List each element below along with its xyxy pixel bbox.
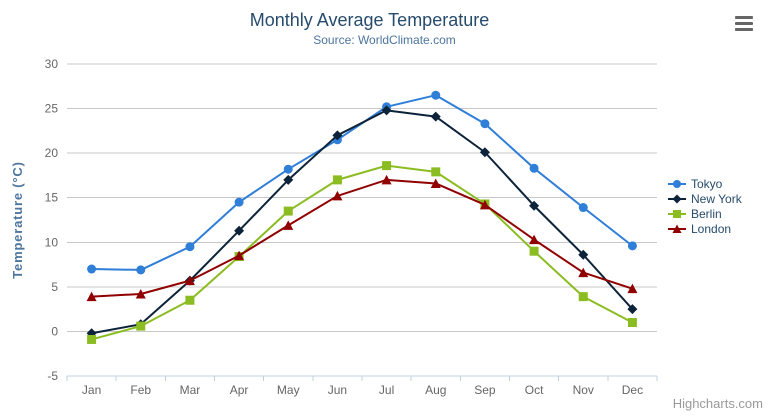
data-point-berlin[interactable] bbox=[185, 295, 195, 305]
y-axis-label: 0 bbox=[51, 324, 58, 338]
data-point-berlin[interactable] bbox=[431, 167, 441, 177]
chart-subtitle: Source: WorldClimate.com bbox=[313, 33, 456, 47]
legend-marker-diamond-icon bbox=[668, 194, 686, 203]
data-point-london[interactable] bbox=[86, 291, 97, 302]
data-point-london[interactable] bbox=[627, 283, 638, 294]
series-london bbox=[86, 174, 638, 302]
data-point-london[interactable] bbox=[430, 178, 441, 188]
chart-title: Monthly Average Temperature bbox=[249, 10, 490, 30]
data-point-berlin[interactable] bbox=[627, 318, 637, 328]
y-axis-label: 20 bbox=[45, 146, 59, 160]
y-axis-title: Temperature (°C) bbox=[10, 161, 25, 278]
legend-label: New York bbox=[691, 191, 742, 206]
legend-label: Berlin bbox=[691, 206, 722, 221]
y-axis-label: 5 bbox=[51, 280, 58, 294]
data-point-new-york[interactable] bbox=[430, 111, 441, 122]
series-line-berlin[interactable] bbox=[90, 164, 634, 341]
data-point-tokyo[interactable] bbox=[185, 242, 195, 252]
data-point-berlin[interactable] bbox=[87, 334, 97, 344]
hamburger-icon bbox=[735, 28, 753, 31]
data-point-new-york[interactable] bbox=[332, 130, 343, 141]
x-axis-label: Jun bbox=[328, 383, 347, 397]
data-point-tokyo[interactable] bbox=[283, 164, 293, 174]
series-new-york bbox=[86, 105, 638, 339]
data-point-tokyo[interactable] bbox=[578, 203, 588, 213]
legend-item-london[interactable]: London bbox=[668, 221, 742, 236]
data-point-london[interactable] bbox=[479, 199, 490, 210]
data-point-new-york[interactable] bbox=[381, 105, 392, 116]
legend-label: London bbox=[691, 221, 732, 236]
data-point-london[interactable] bbox=[184, 275, 195, 286]
x-axis-label: Aug bbox=[425, 383, 446, 397]
series-layer bbox=[86, 90, 638, 344]
hamburger-icon bbox=[735, 22, 753, 25]
data-point-tokyo[interactable] bbox=[627, 241, 637, 251]
highcharts-credit-link[interactable]: Highcharts.com bbox=[672, 396, 763, 411]
x-axis-label: Feb bbox=[130, 383, 151, 397]
y-axis-label: 10 bbox=[45, 235, 59, 249]
legend-label: Tokyo bbox=[691, 176, 723, 191]
data-point-london[interactable] bbox=[529, 234, 540, 245]
legend-symbol bbox=[673, 179, 681, 188]
x-axis-label: May bbox=[277, 383, 300, 397]
data-point-new-york[interactable] bbox=[283, 174, 294, 185]
x-axis-label: Nov bbox=[573, 383, 594, 397]
data-point-london[interactable] bbox=[578, 267, 589, 278]
legend-item-tokyo[interactable]: Tokyo bbox=[668, 176, 742, 191]
series-line-tokyo[interactable] bbox=[90, 94, 634, 271]
data-point-berlin[interactable] bbox=[136, 321, 146, 331]
x-axis-label: Mar bbox=[180, 383, 201, 397]
data-point-new-york[interactable] bbox=[627, 304, 638, 315]
x-axis-label: Jan bbox=[82, 383, 101, 397]
legend: Tokyo New York Berlin London bbox=[668, 176, 742, 236]
grid-layer bbox=[67, 63, 657, 377]
x-axis-label: Apr bbox=[230, 383, 249, 397]
legend-item-berlin[interactable]: Berlin bbox=[668, 206, 742, 221]
y-axis-label: 15 bbox=[45, 191, 59, 205]
data-point-london[interactable] bbox=[234, 250, 245, 261]
context-menu-button[interactable] bbox=[735, 16, 753, 31]
data-point-london[interactable] bbox=[283, 220, 294, 230]
data-point-tokyo[interactable] bbox=[87, 264, 97, 274]
series-line-london[interactable] bbox=[90, 178, 634, 298]
y-axis-label: 30 bbox=[45, 57, 59, 71]
legend-marker-square-icon bbox=[668, 209, 686, 218]
data-point-london[interactable] bbox=[135, 288, 146, 299]
data-point-tokyo[interactable] bbox=[529, 163, 539, 173]
data-point-new-york[interactable] bbox=[578, 249, 589, 260]
data-point-new-york[interactable] bbox=[234, 225, 245, 236]
y-axis-label: 25 bbox=[45, 102, 59, 116]
y-axis-label: -5 bbox=[47, 369, 58, 383]
data-point-london[interactable] bbox=[381, 174, 392, 185]
data-point-berlin[interactable] bbox=[578, 292, 588, 302]
data-point-berlin[interactable] bbox=[283, 206, 293, 216]
series-tokyo bbox=[87, 90, 637, 275]
data-point-berlin[interactable] bbox=[332, 175, 342, 185]
hamburger-icon bbox=[735, 16, 753, 19]
legend-symbol bbox=[673, 209, 681, 218]
data-point-tokyo[interactable] bbox=[431, 90, 441, 100]
legend-marker-circle-icon bbox=[668, 179, 686, 188]
data-point-new-york[interactable] bbox=[479, 147, 490, 158]
data-point-tokyo[interactable] bbox=[234, 197, 244, 207]
data-point-tokyo[interactable] bbox=[136, 265, 146, 275]
data-point-berlin[interactable] bbox=[382, 161, 392, 171]
data-point-london[interactable] bbox=[332, 190, 343, 201]
legend-symbol bbox=[672, 194, 682, 203]
series-line-new-york[interactable] bbox=[90, 109, 634, 335]
data-point-berlin[interactable] bbox=[529, 246, 539, 256]
data-point-tokyo[interactable] bbox=[480, 119, 490, 129]
legend-marker-triangle-icon bbox=[668, 224, 686, 233]
x-axis-label: Jul bbox=[379, 383, 394, 397]
axis-layer: -5 0 5 10 15 20 25 30 Jan Feb Mar Apr May Jun Jul Aug Se… bbox=[45, 57, 658, 397]
data-point-new-york[interactable] bbox=[529, 200, 540, 211]
legend-item-new-york[interactable]: New York bbox=[668, 191, 742, 206]
x-axis-label: Dec bbox=[622, 383, 643, 397]
x-axis-label: Sep bbox=[474, 383, 496, 397]
legend-symbol bbox=[672, 224, 682, 233]
x-axis-label: Oct bbox=[525, 383, 544, 397]
